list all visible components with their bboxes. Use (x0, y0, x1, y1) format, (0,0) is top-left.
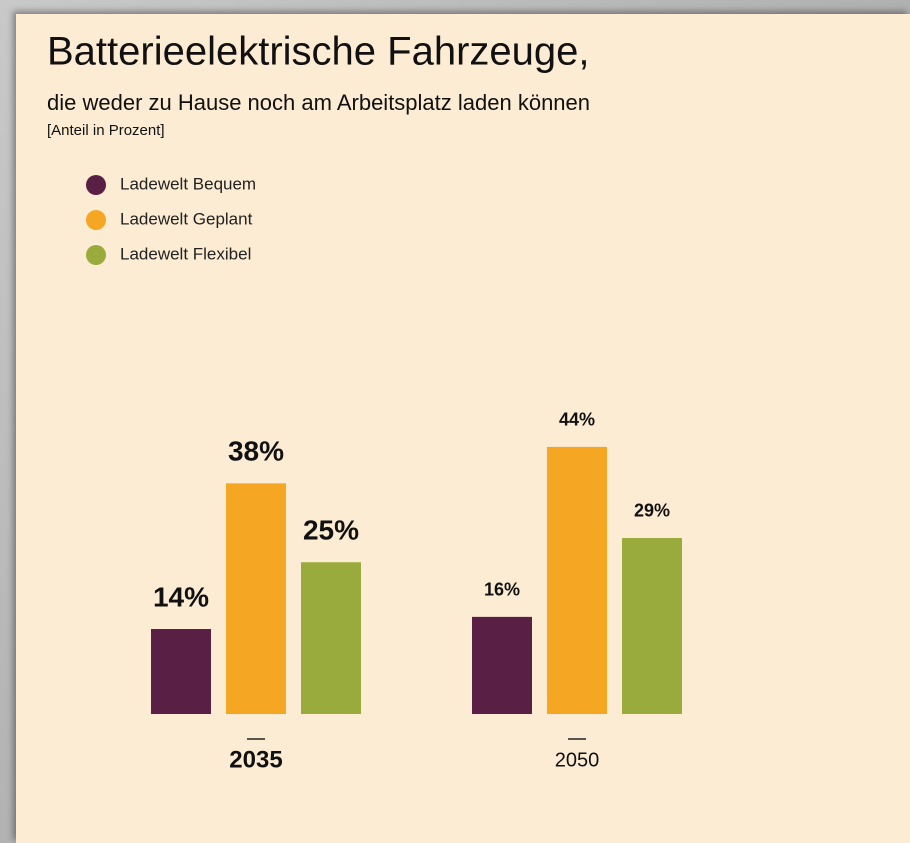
value-label: 29% (634, 501, 670, 521)
bar (301, 562, 361, 714)
legend-label: Ladewelt Flexibel (120, 244, 251, 263)
legend-label: Ladewelt Geplant (120, 209, 253, 228)
chart-note: [Anteil in Prozent] (47, 122, 165, 139)
value-label: 38% (228, 436, 284, 467)
legend-swatch (86, 210, 106, 230)
bar (622, 537, 682, 714)
bar (547, 446, 607, 714)
value-label: 14% (153, 581, 209, 612)
bar (472, 616, 532, 714)
legend-swatch (86, 175, 106, 195)
bar (226, 483, 286, 714)
chart-title: Batterieelektrische Fahrzeuge, (47, 30, 590, 74)
legend-swatch (86, 245, 106, 265)
chart-subtitle: die weder zu Hause noch am Arbeitsplatz … (47, 90, 590, 115)
value-label: 16% (484, 580, 520, 600)
bar (151, 629, 211, 714)
value-label: 25% (303, 515, 359, 546)
x-tick-label: 2050 (555, 749, 600, 771)
value-label: 44% (559, 410, 595, 430)
legend-label: Ladewelt Bequem (120, 174, 256, 193)
x-tick-label: 2035 (229, 746, 282, 773)
